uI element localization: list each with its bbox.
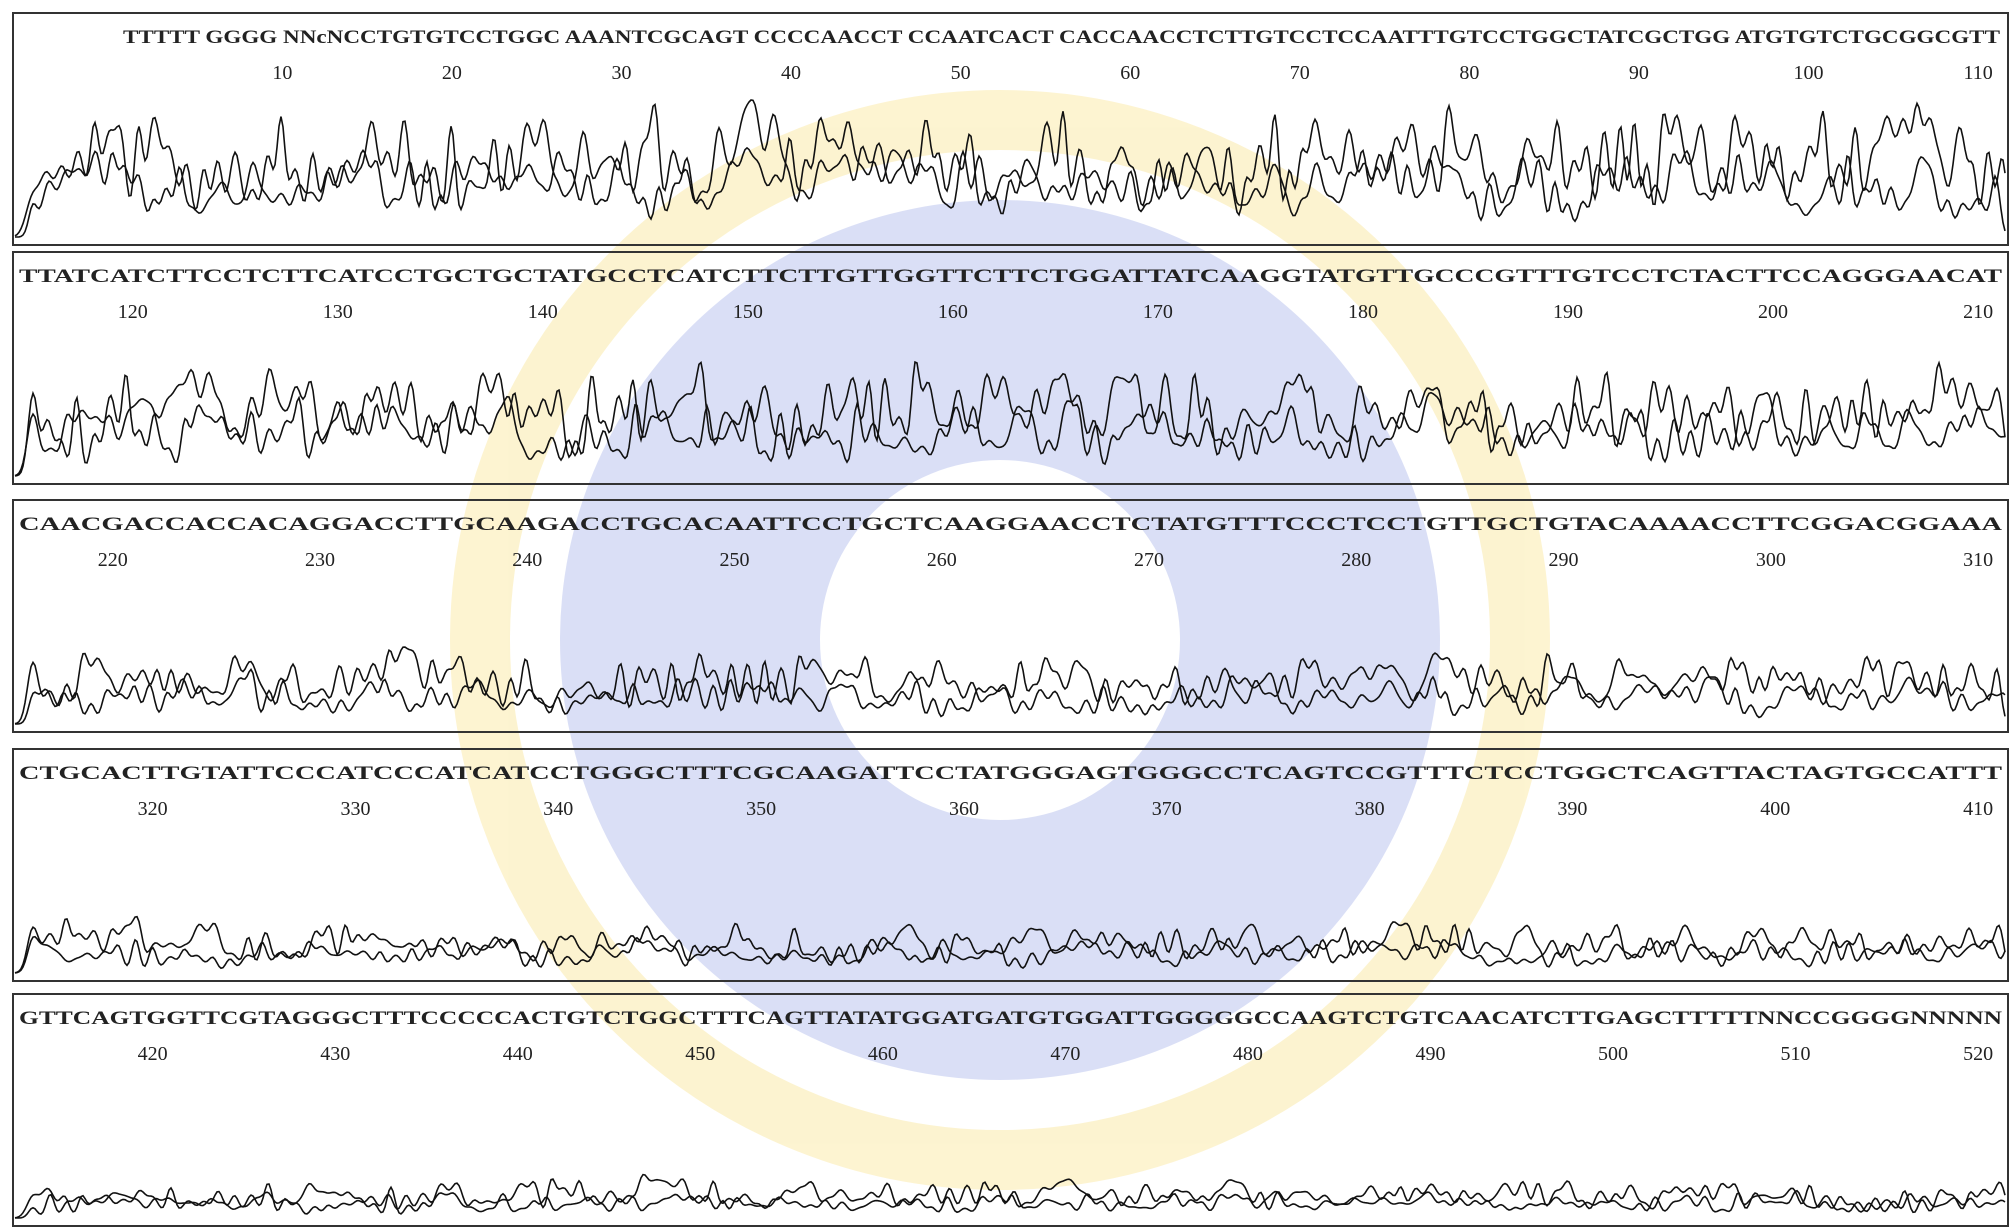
position-label: 190: [1553, 301, 1583, 323]
position-label: 490: [1415, 1043, 1445, 1065]
position-label: 500: [1598, 1043, 1628, 1065]
position-label: 350: [746, 798, 776, 820]
position-label: 510: [1781, 1043, 1811, 1065]
position-label: 60: [1120, 62, 1140, 84]
position-label: 40: [781, 62, 801, 84]
position-label: 130: [323, 301, 353, 323]
position-label: 210: [1963, 301, 1993, 323]
position-label: 220: [98, 549, 128, 571]
page: TTTTT GGGG NNcNCCTGTGTCCTGGC AAANTCGCAGT…: [0, 0, 2014, 1229]
sequence: CAACGACCACCACAGGACCTTGCAAGACCTGCACAATTCC…: [19, 514, 2002, 535]
position-label: 360: [949, 798, 979, 820]
position-label: 310: [1963, 549, 1993, 571]
position-label: 290: [1549, 549, 1579, 571]
position-label: 320: [138, 798, 168, 820]
position-label: 180: [1348, 301, 1378, 323]
position-label: 440: [503, 1043, 533, 1065]
position-label: 200: [1758, 301, 1788, 323]
position-label: 230: [305, 549, 335, 571]
position-label: 430: [320, 1043, 350, 1065]
position-label: 10: [272, 62, 292, 84]
position-label: 340: [543, 798, 573, 820]
position-label: 330: [340, 798, 370, 820]
position-label: 270: [1134, 549, 1164, 571]
position-label: 50: [951, 62, 971, 84]
position-label: 70: [1290, 62, 1310, 84]
position-label: 370: [1152, 798, 1182, 820]
chromatogram: TTTTT GGGG NNcNCCTGTGTCCTGGC AAANTCGCAGT…: [0, 0, 2014, 1229]
position-label: 110: [1963, 62, 1992, 84]
position-label: 260: [927, 549, 957, 571]
position-label: 20: [442, 62, 462, 84]
position-label: 90: [1629, 62, 1649, 84]
position-label: 280: [1341, 549, 1371, 571]
position-label: 380: [1355, 798, 1385, 820]
position-label: 460: [868, 1043, 898, 1065]
sequence: GTTCAGTGGTTCGTAGGGCTTTCCCCCACTGTCTGGCTTT…: [19, 1008, 2002, 1029]
position-label: 30: [611, 62, 631, 84]
position-label: 240: [512, 549, 542, 571]
position-label: 150: [733, 301, 763, 323]
position-label: 480: [1233, 1043, 1263, 1065]
sequence: TTTTT GGGG NNcNCCTGTGTCCTGGC AAANTCGCAGT…: [123, 27, 2000, 48]
position-label: 80: [1459, 62, 1479, 84]
position-label: 300: [1756, 549, 1786, 571]
position-label: 400: [1760, 798, 1790, 820]
position-label: 470: [1050, 1043, 1080, 1065]
sequence: CTGCACTTGTATTCCCATCCCATCATCCTGGGCTTTCGCA…: [19, 763, 2002, 784]
sequence: TTATCATCTTCCTCTTCATCCTGCTGCTATGCCTCATCTT…: [19, 266, 2002, 287]
position-label: 100: [1794, 62, 1824, 84]
position-label: 160: [938, 301, 968, 323]
position-label: 390: [1557, 798, 1587, 820]
position-label: 250: [720, 549, 750, 571]
position-label: 450: [685, 1043, 715, 1065]
trace: [15, 1191, 2005, 1218]
position-label: 420: [138, 1043, 168, 1065]
position-label: 140: [528, 301, 558, 323]
position-label: 520: [1963, 1043, 1993, 1065]
position-label: 170: [1143, 301, 1173, 323]
position-label: 410: [1963, 798, 1993, 820]
position-label: 120: [118, 301, 148, 323]
